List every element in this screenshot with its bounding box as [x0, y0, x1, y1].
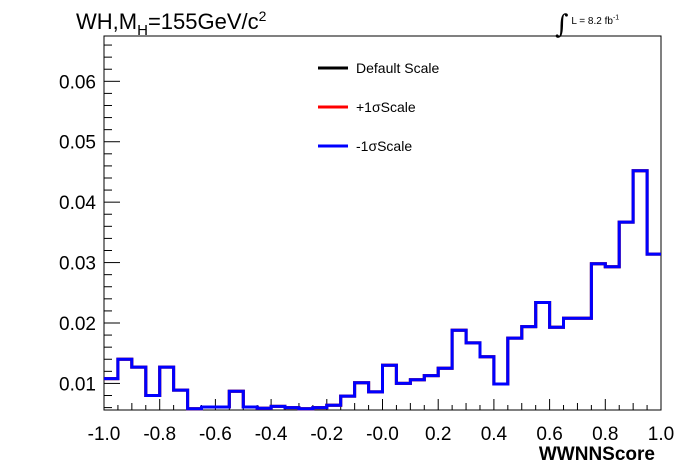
title-subscript: H: [137, 22, 148, 39]
y-tick-label: 0.01: [59, 374, 96, 395]
integral-symbol: ∫: [555, 10, 569, 40]
y-tick-label: 0.05: [59, 133, 96, 154]
x-tick-label: 0.4: [481, 424, 508, 445]
x-tick-label: -1.0: [88, 424, 121, 445]
legend-label: -1σScale: [356, 138, 412, 154]
x-tick-label: -0.8: [143, 424, 176, 445]
plot-frame: [103, 35, 662, 411]
legend: Default Scale +1σScale -1σScale: [318, 60, 439, 154]
x-tick-label: 0.2: [425, 424, 451, 445]
x-tick-label: -0.6: [199, 424, 232, 445]
luminosity-text: L = 8.2 fb: [571, 16, 613, 27]
title-process: WH,M: [76, 9, 138, 34]
series-layer: [104, 169, 661, 411]
title-mass: =155GeV/c: [147, 9, 259, 34]
y-tick-label: 0.04: [59, 193, 96, 214]
y-tick-label: 0.06: [59, 72, 96, 93]
x-tick-label: 1.0: [648, 424, 674, 445]
y-tick-label: 0.03: [59, 254, 96, 275]
x-axis-title: WWNNScore: [539, 444, 655, 465]
x-tick-label: -0.0: [366, 424, 399, 445]
x-tick-label: 0.8: [592, 424, 618, 445]
chart-title: WH,MH=155GeV/c2: [76, 8, 266, 39]
axes: -1.0 -0.8 -0.6 -0.4 -0.2 -0.0 0.2 0.4 0.6 0.8 1.0 0…: [59, 35, 674, 465]
luminosity-label: ∫ L = 8.2 fb-1: [555, 10, 619, 40]
legend-label: +1σScale: [356, 99, 416, 115]
series-line-2: [104, 169, 661, 411]
y-tick-label: 0.02: [59, 314, 96, 335]
title-superscript: 2: [258, 8, 267, 24]
x-tick-label: 0.6: [536, 424, 562, 445]
x-tick-label: -0.4: [255, 424, 288, 445]
x-tick-label: -0.2: [310, 424, 343, 445]
legend-label: Default Scale: [356, 60, 439, 76]
luminosity-exponent: -1: [612, 14, 620, 22]
